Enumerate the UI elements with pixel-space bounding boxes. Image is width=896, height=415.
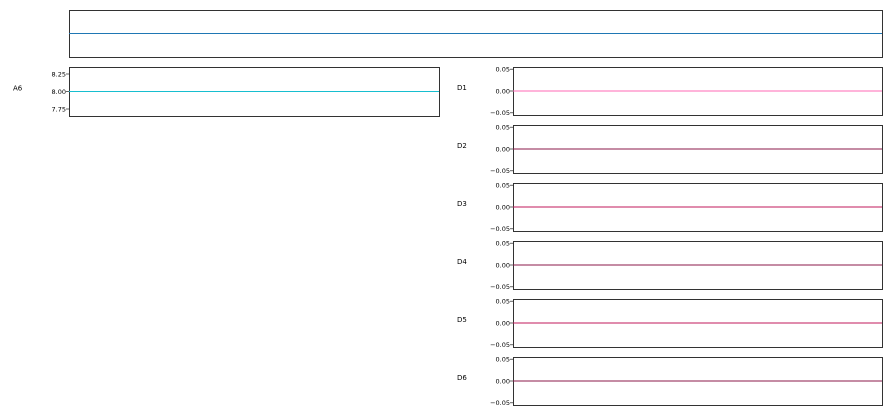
panel-label-d3: D3 — [457, 200, 467, 208]
panel-label-d4: D4 — [457, 258, 467, 266]
ytick-label-d2: 0.00 — [496, 145, 510, 153]
panel-label-d6: D6 — [457, 374, 467, 382]
panel-label-d2: D2 — [457, 142, 467, 150]
ytick-label-d4: 0.00 — [496, 261, 510, 269]
ytick-label-d6: 0.05 — [496, 355, 510, 363]
ytick-label-d3: 0.05 — [496, 181, 510, 189]
panel-label-d5: D5 — [457, 316, 467, 324]
ytick-label-d3: −0.05 — [490, 225, 510, 233]
ytick-label-a6: 8.25 — [52, 70, 66, 78]
panel-label-d1: D1 — [457, 84, 467, 92]
ytick-label-d5: 0.00 — [496, 319, 510, 327]
ytick-label-d2: 0.05 — [496, 123, 510, 131]
ytick-label-d1: 0.00 — [496, 87, 510, 95]
ytick-label-d6: 0.00 — [496, 377, 510, 385]
ytick-label-d1: −0.05 — [490, 109, 510, 117]
ytick-label-d1: 0.05 — [496, 65, 510, 73]
ytick-label-d2: −0.05 — [490, 167, 510, 175]
ytick-label-d6: −0.05 — [490, 399, 510, 407]
ytick-label-d3: 0.00 — [496, 203, 510, 211]
ytick-label-a6: 7.75 — [52, 105, 66, 113]
panel-label-a6: A6 — [13, 85, 23, 93]
ytick-label-d4: −0.05 — [490, 283, 510, 291]
ytick-label-a6: 8.00 — [52, 88, 66, 96]
ytick-label-d5: 0.05 — [496, 297, 510, 305]
ytick-label-d5: −0.05 — [490, 341, 510, 349]
ytick-label-d4: 0.05 — [496, 239, 510, 247]
